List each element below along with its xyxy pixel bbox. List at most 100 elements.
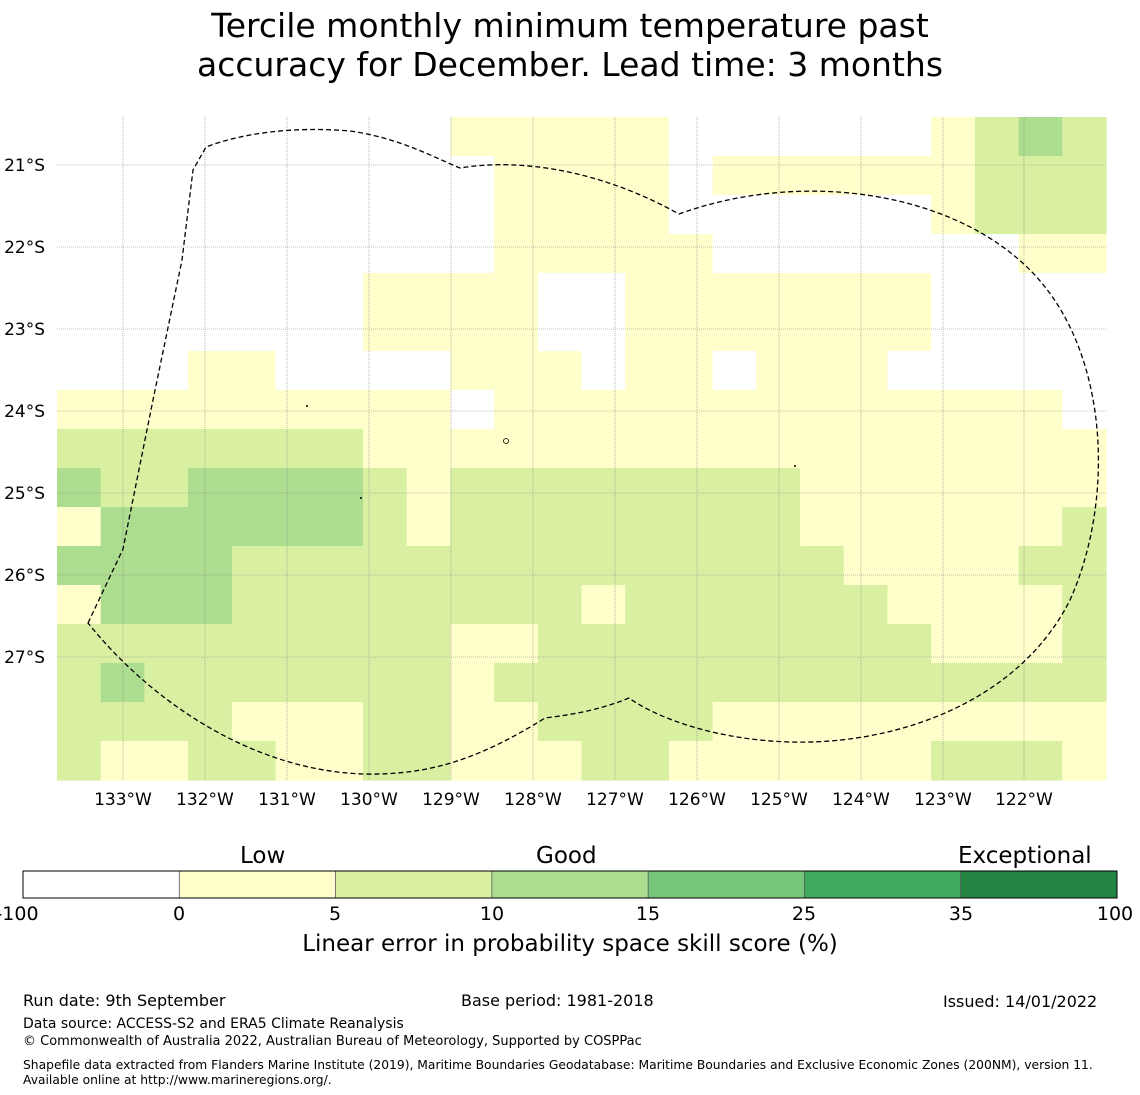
skill-cell [537, 702, 583, 742]
skill-cell [1062, 546, 1107, 586]
skill-cell [581, 663, 626, 703]
skill-cell [275, 507, 320, 547]
skill-cell [275, 429, 320, 469]
skill-cell [800, 117, 845, 157]
graticule [57, 117, 1106, 780]
skill-cell [887, 507, 932, 547]
skill-cell [57, 390, 102, 430]
skill-cell [144, 507, 189, 547]
skill-cell [931, 507, 976, 547]
skill-cell [319, 273, 364, 313]
skill-cell [100, 117, 146, 157]
skill-cell [494, 741, 539, 781]
skill-cell [756, 234, 801, 274]
skill-cell [756, 546, 801, 586]
skill-cell [712, 273, 757, 313]
skill-cell [974, 351, 1020, 391]
skill-cell [843, 234, 889, 274]
skill-cell [275, 663, 320, 703]
map-title: Tercile monthly minimum temperature past… [0, 6, 1140, 84]
skill-cell [931, 390, 976, 430]
skill-cell [188, 351, 233, 391]
skill-cell [668, 234, 714, 274]
skill-cell [931, 234, 976, 274]
skill-cell [1062, 663, 1107, 703]
skill-cell [625, 156, 670, 196]
skill-cell [931, 156, 976, 196]
skill-cell [450, 351, 495, 391]
skill-cell [712, 234, 757, 274]
skill-cell [144, 741, 189, 781]
colorbar-tick-label: 25 [791, 903, 817, 925]
skill-cell [931, 624, 976, 664]
skill-cell [1062, 156, 1107, 196]
skill-cell [1018, 312, 1063, 352]
skill-cell [668, 663, 714, 703]
skill-cell [974, 156, 1020, 196]
longitude-label: 131°W [258, 790, 316, 810]
skill-cell [887, 117, 932, 157]
skill-cell [188, 429, 233, 469]
skill-cell [144, 585, 189, 625]
colorbar-tick-label: 100 [1096, 903, 1134, 925]
skill-cell [57, 429, 102, 469]
skill-cell [57, 117, 102, 157]
skill-cell [494, 624, 539, 664]
skill-cell [581, 468, 626, 508]
skill-cell [625, 117, 670, 157]
skill-cell [406, 585, 451, 625]
skill-cell [931, 351, 976, 391]
longitude-label: 128°W [504, 790, 562, 810]
skill-cell [144, 156, 189, 196]
skill-cell [581, 195, 626, 235]
skill-cell [362, 390, 408, 430]
skill-cell [625, 429, 670, 469]
skill-cell [319, 663, 364, 703]
skill-cell [57, 195, 102, 235]
skill-cell [100, 351, 146, 391]
skill-cell [231, 195, 277, 235]
skill-cell [625, 468, 670, 508]
skill-cell [100, 507, 146, 547]
skill-cell [1062, 117, 1107, 157]
skill-cell [712, 702, 757, 742]
skill-cell [231, 624, 277, 664]
skill-cell [625, 585, 670, 625]
skill-cell [450, 273, 495, 313]
latitude-label: 27°S [4, 648, 45, 668]
skill-cell [625, 351, 670, 391]
skill-cell [756, 273, 801, 313]
skill-cell [712, 429, 757, 469]
colorbar-segment [648, 871, 805, 898]
skill-cell [931, 468, 976, 508]
skill-cell [188, 507, 233, 547]
islands [306, 405, 796, 499]
skill-cell [537, 507, 583, 547]
skill-cell [57, 585, 102, 625]
skill-cell [231, 468, 277, 508]
skill-cell [756, 507, 801, 547]
skill-cell [668, 624, 714, 664]
skill-cell [275, 468, 320, 508]
skill-cell [537, 390, 583, 430]
skill-cell [494, 273, 539, 313]
colorbar-axis-label: Linear error in probability space skill … [302, 931, 838, 957]
skill-cell [188, 273, 233, 313]
skill-cell [887, 702, 932, 742]
longitude-label: 127°W [586, 790, 644, 810]
colorbar-tick-label: 5 [328, 903, 342, 925]
colorbar-category-exceptional: Exceptional [958, 843, 1092, 869]
skill-cell [319, 624, 364, 664]
colorbar-tick-label: -100 [0, 903, 39, 925]
skill-cell [57, 312, 102, 352]
skill-cell [406, 546, 451, 586]
skill-cell [57, 663, 102, 703]
skill-cell [581, 507, 626, 547]
skill-cell [494, 585, 539, 625]
skill-cell [887, 741, 932, 781]
skill-cell [57, 234, 102, 274]
skill-cell [931, 585, 976, 625]
skill-cell [362, 585, 408, 625]
skill-cell [362, 351, 408, 391]
copyright: © Commonwealth of Australia 2022, Austra… [23, 1034, 642, 1049]
